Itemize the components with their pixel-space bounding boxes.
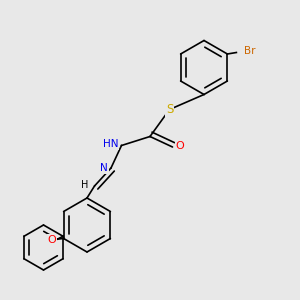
Text: H: H	[80, 179, 88, 190]
Text: O: O	[176, 141, 184, 151]
Text: Br: Br	[244, 46, 255, 56]
Text: N: N	[100, 163, 108, 173]
Text: S: S	[166, 103, 173, 116]
Text: O: O	[47, 235, 56, 245]
Text: HN: HN	[103, 139, 118, 149]
